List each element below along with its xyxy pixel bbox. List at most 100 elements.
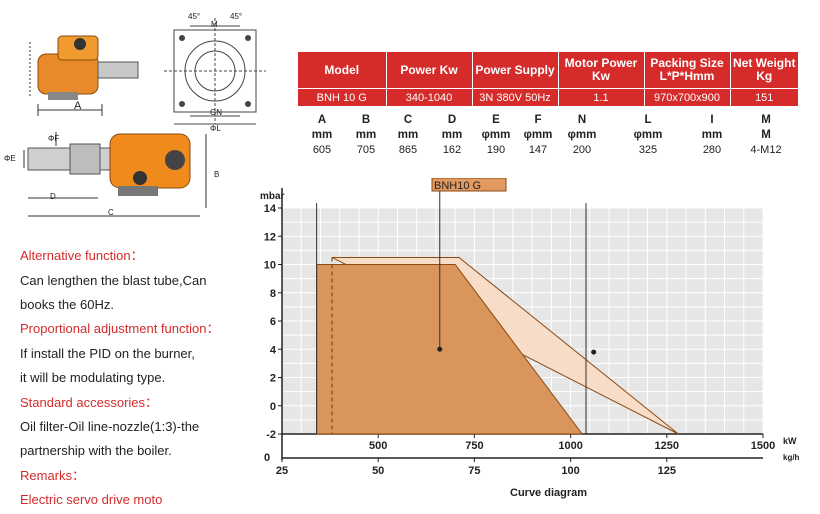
- dim-letter: C: [403, 114, 413, 126]
- label-b: B: [214, 170, 220, 179]
- y-tick-label: 4: [270, 344, 277, 356]
- x-kw-tick-label: 750: [465, 440, 483, 452]
- alt-function-title: Alternative function：: [20, 248, 144, 263]
- remarks-title: Remarks：: [20, 468, 86, 483]
- x-kw-tick-label: 1000: [558, 440, 582, 452]
- x-kgh-tick-label: 75: [468, 465, 480, 477]
- dim-value: 605: [312, 144, 332, 156]
- dim-unit: mm: [355, 129, 377, 141]
- x-kw-tick-label: 1250: [655, 440, 679, 452]
- dim-value: 162: [442, 144, 462, 156]
- y-tick-label: 2: [270, 373, 276, 385]
- y-tick-label: 6: [270, 316, 276, 328]
- x-unit-bottom: kg/h: [783, 453, 800, 462]
- x-kw-tick-label: 1500: [751, 440, 775, 452]
- x-kw-tick-label: 500: [369, 440, 387, 452]
- spec-data-row: BNH 10 G 340-1040 3N 380V 50Hz 1.1 970x7…: [298, 88, 798, 106]
- dim-letter: D: [447, 114, 457, 126]
- x-kgh-tick-label: 125: [658, 465, 676, 477]
- spec-table: Model Power Kw Power Supply Motor Power …: [298, 52, 798, 106]
- label-gn: GN: [210, 108, 222, 117]
- curve-marker: [437, 346, 443, 352]
- label-phi-e: ΦE: [4, 154, 16, 163]
- axis-bottom-zero: 0: [264, 452, 270, 464]
- cell-net-weight: 151: [730, 88, 798, 106]
- dim-unit: mm: [311, 129, 333, 141]
- burner-dimension-drawing: [23, 132, 207, 217]
- dim-value: 705: [356, 144, 376, 156]
- y-tick-label: 10: [264, 260, 276, 272]
- alt-function-line-1: Can lengthen the blast tube,Can: [20, 273, 207, 288]
- y-tick-label: 8: [270, 288, 276, 300]
- cell-power-supply: 3N 380V 50Hz: [472, 88, 559, 106]
- dim-value: 280: [702, 144, 722, 156]
- dim-letter: I: [710, 114, 714, 126]
- dim-unit: mm: [701, 129, 723, 141]
- cell-packing-size: 970x700x900: [644, 88, 731, 106]
- dim-letter: M: [761, 114, 771, 126]
- label-angle-left: 45°: [188, 12, 201, 21]
- y-tick-label: 0: [270, 401, 276, 413]
- y-tick-label: 14: [264, 203, 277, 215]
- std-accessories-title: Standard accessories：: [20, 395, 159, 410]
- x-kgh-tick-label: 50: [372, 465, 384, 477]
- dim-letter: A: [317, 114, 327, 126]
- header-net-weight: Net Weight Kg: [730, 52, 798, 89]
- dimension-table: A B C D E F N L I M mm mm mm mm φmm φmm …: [298, 114, 798, 159]
- y-tick-label: -2: [266, 429, 276, 441]
- header-power-supply: Power Supply: [472, 52, 559, 89]
- label-angle-right: 45°: [230, 12, 243, 21]
- prop-adjust-title: Proportional adjustment function：: [20, 321, 220, 336]
- std-accessories-line-1: Oil filter-Oil line-nozzle(1:3)-the: [20, 419, 200, 434]
- alt-function-line-2: books the 60Hz.: [20, 297, 114, 312]
- dim-letter: L: [644, 114, 652, 126]
- label-d: D: [50, 192, 56, 201]
- cell-model: BNH 10 G: [298, 88, 387, 106]
- x-axis-title: Curve diagram: [510, 487, 587, 499]
- x-kgh-tick-label: 25: [276, 465, 288, 477]
- dim-unit: mm: [441, 129, 463, 141]
- dim-value: 147: [528, 144, 548, 156]
- dim-value: 325: [638, 144, 658, 156]
- dim-unit: M: [761, 129, 771, 141]
- label-phi-f: ΦF: [48, 134, 60, 143]
- dim-unit: mm: [397, 129, 419, 141]
- cell-motor-power: 1.1: [558, 88, 645, 106]
- x-unit-top: kW: [783, 436, 797, 446]
- label-m: M: [211, 20, 218, 29]
- remarks-line-1: Electric servo drive moto: [20, 492, 163, 507]
- dim-letter: N: [577, 114, 587, 126]
- dim-letter: F: [534, 114, 542, 126]
- dim-value: 200: [572, 144, 592, 156]
- flange-front-view-drawing: [164, 18, 266, 125]
- dim-unit: φmm: [567, 129, 597, 141]
- dim-value: 865: [398, 144, 418, 156]
- header-motor-power: Motor Power Kw: [558, 52, 645, 89]
- dim-letter: B: [361, 114, 371, 126]
- model-label: BNH10 G: [434, 180, 481, 192]
- dim-value: 190: [486, 144, 506, 156]
- prop-adjust-line-2: it will be modulating type.: [20, 370, 166, 385]
- prop-adjust-line-1: If install the PID on the burner,: [20, 346, 195, 361]
- dim-value: 4-M12: [750, 144, 782, 156]
- label-a: A: [74, 100, 82, 112]
- burner-side-view-drawing: [29, 35, 139, 116]
- std-accessories-line-2: partnership with the boiler.: [20, 443, 172, 458]
- dimension-values-row: 605 705 865 162 190 147 200 325 280 4-M1…: [298, 144, 798, 159]
- curve-marker: [591, 349, 597, 355]
- dimension-units-row: mm mm mm mm φmm φmm φmm φmm mm M: [298, 129, 798, 144]
- dimension-letters-row: A B C D E F N L I M: [298, 114, 798, 129]
- dim-letter: E: [492, 114, 500, 126]
- header-power: Power Kw: [386, 52, 473, 89]
- label-c: C: [108, 208, 114, 217]
- y-axis-label: mbar: [260, 191, 285, 202]
- model-label-box: [431, 178, 507, 192]
- y-tick-label: 12: [264, 231, 276, 243]
- spec-header-row: Model Power Kw Power Supply Motor Power …: [298, 52, 798, 89]
- dim-unit: φmm: [481, 129, 511, 141]
- dim-unit: φmm: [633, 129, 663, 141]
- dim-unit: φmm: [523, 129, 553, 141]
- header-packing-size: Packing Size L*P*Hmm: [644, 52, 731, 89]
- x-kgh-tick-label: 100: [561, 465, 579, 477]
